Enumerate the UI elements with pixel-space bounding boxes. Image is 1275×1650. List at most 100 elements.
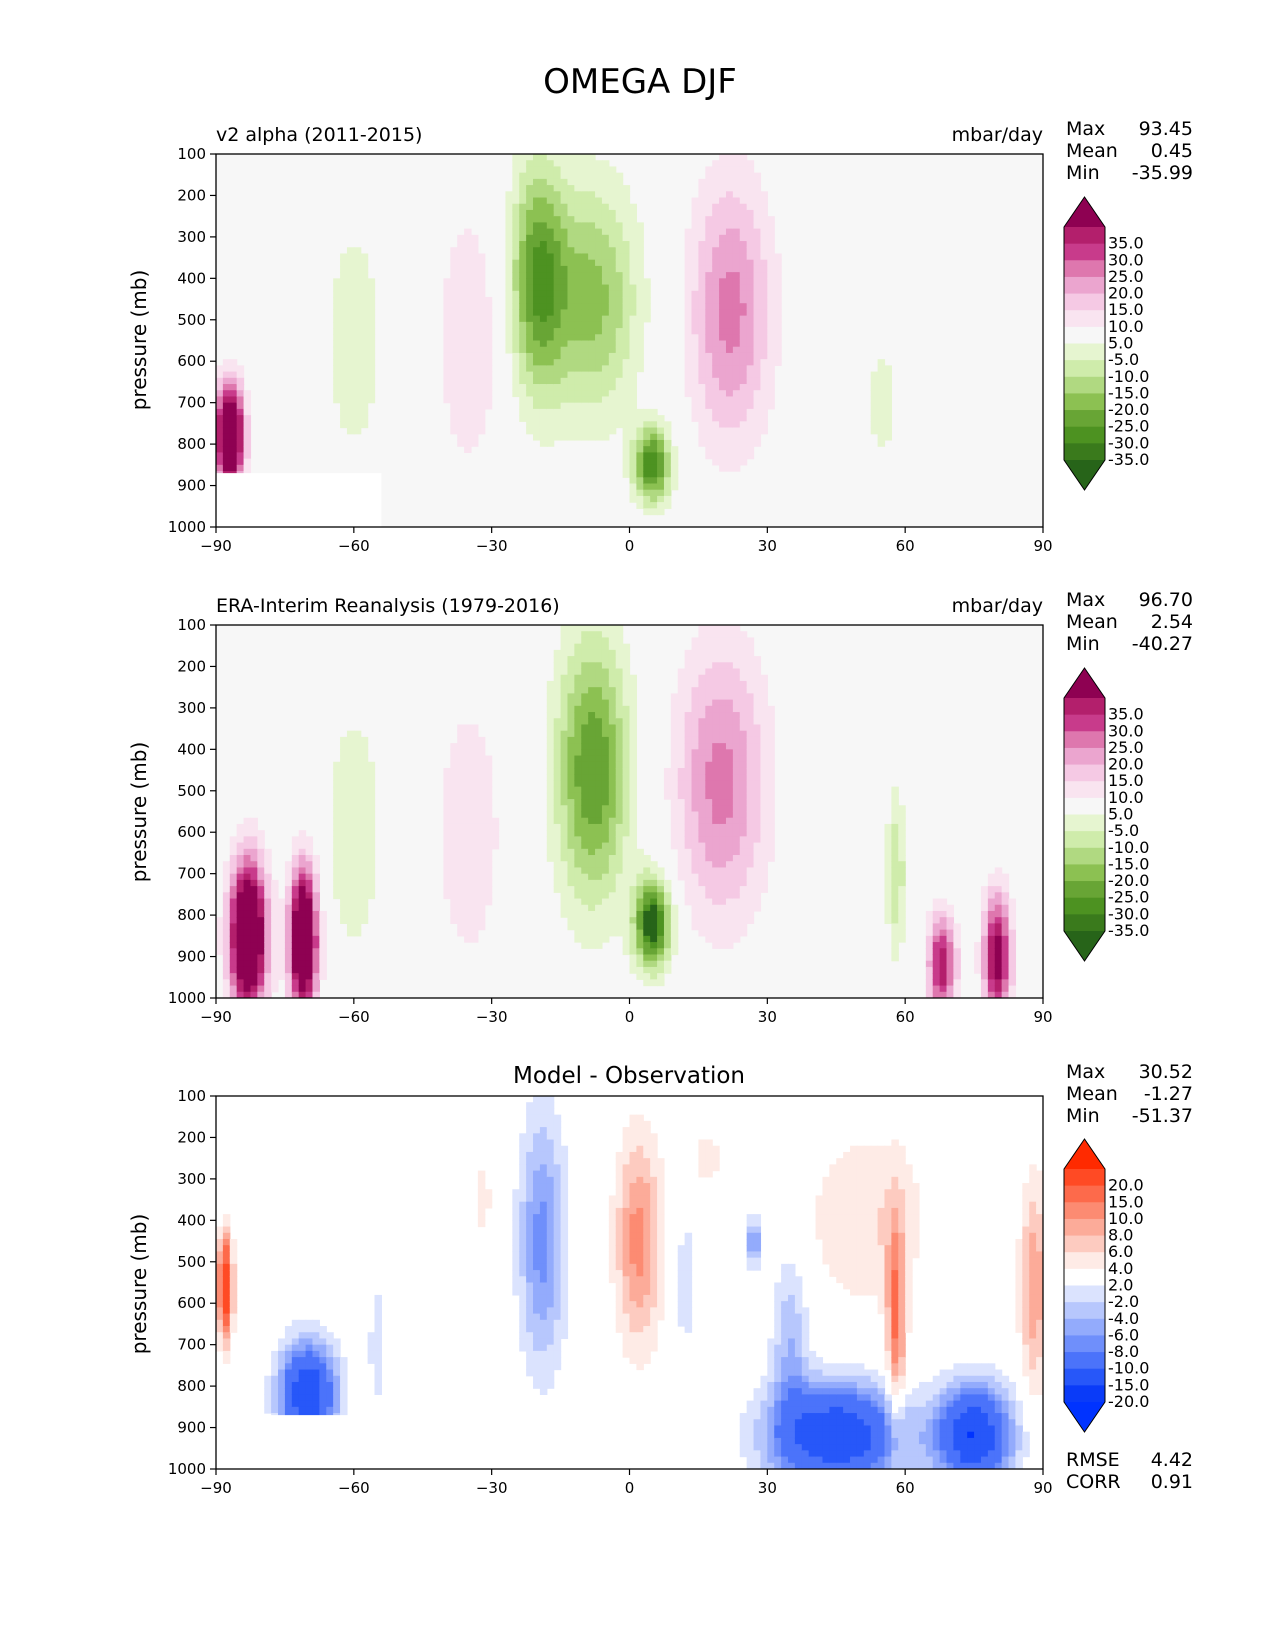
- field-cell: [464, 321, 472, 329]
- field-cell: [891, 805, 899, 813]
- field-cell: [891, 842, 899, 850]
- field-cell: [732, 259, 741, 267]
- field-cell: [739, 631, 748, 639]
- field-cell: [994, 923, 1003, 931]
- field-cell: [539, 371, 548, 379]
- field-cell: [608, 352, 617, 360]
- field-cell: [643, 495, 651, 503]
- field-cell: [588, 649, 596, 657]
- field-cell: [601, 309, 610, 317]
- field-cell: [622, 898, 631, 906]
- field-cell: [298, 904, 307, 912]
- field-cell: [670, 842, 679, 850]
- field-cell: [622, 415, 631, 422]
- field-cell: [512, 1288, 520, 1296]
- field-cell: [546, 805, 555, 813]
- field-cell: [257, 985, 265, 993]
- field-cell: [222, 452, 231, 460]
- field-cell: [526, 284, 534, 292]
- field-cell: [663, 774, 672, 782]
- field-cell: [567, 842, 575, 850]
- field-cell: [553, 786, 562, 794]
- field-cell: [505, 315, 513, 323]
- field-cell: [732, 836, 741, 844]
- field-cell: [691, 730, 700, 738]
- field-cell: [677, 861, 686, 869]
- field-cell: [588, 415, 596, 422]
- field-cell: [443, 805, 451, 813]
- field-cell: [622, 433, 631, 441]
- field-cell: [284, 1326, 293, 1333]
- field-cell: [470, 910, 479, 918]
- field-cell: [732, 823, 741, 831]
- field-cell: [367, 384, 376, 391]
- field-cell: [567, 408, 575, 416]
- field-cell: [560, 290, 569, 298]
- field-cell: [891, 898, 899, 906]
- field-cell: [450, 792, 458, 800]
- field-cell: [340, 1357, 348, 1364]
- field-cell: [229, 365, 238, 373]
- field-cell: [684, 365, 693, 373]
- field-cell: [608, 736, 617, 744]
- field-cell: [712, 904, 720, 912]
- field-cell: [560, 377, 569, 385]
- field-cell: [608, 234, 617, 242]
- field-cell: [250, 960, 258, 968]
- field-cell: [546, 792, 555, 800]
- field-cell: [574, 272, 582, 279]
- field-cell: [615, 749, 624, 757]
- field-cell: [312, 1394, 320, 1402]
- field-cell: [312, 991, 320, 998]
- field-cell: [725, 446, 734, 453]
- colorbar-tick-label: 30.0: [1108, 250, 1144, 269]
- field-cell: [574, 712, 582, 719]
- field-cell: [278, 960, 286, 968]
- field-cell: [636, 303, 644, 311]
- field-cell: [298, 855, 307, 862]
- field-cell: [546, 680, 555, 688]
- field-cell: [725, 359, 734, 366]
- field-cell: [443, 886, 451, 893]
- field-cell: [712, 662, 720, 670]
- field-cell: [622, 446, 631, 453]
- field-cell: [526, 1114, 534, 1122]
- field-cell: [284, 873, 293, 881]
- field-cell: [236, 452, 245, 460]
- field-cell: [464, 352, 472, 360]
- field-cell: [278, 1338, 286, 1346]
- field-cell: [712, 321, 720, 329]
- field-cell: [360, 861, 369, 869]
- field-cell: [271, 966, 279, 974]
- field-cell: [629, 923, 637, 931]
- field-cell: [760, 680, 768, 688]
- field-cell: [443, 811, 451, 819]
- field-cell: [657, 929, 665, 937]
- field-cell: [353, 408, 362, 416]
- field-cell: [746, 334, 755, 342]
- field-cell: [595, 786, 603, 794]
- field-cell: [526, 290, 534, 298]
- field-cell: [457, 272, 465, 279]
- field-cell: [588, 631, 596, 639]
- field-cell: [346, 384, 355, 391]
- field-cell: [739, 643, 748, 651]
- field-cell: [574, 253, 582, 261]
- field-cell: [340, 823, 348, 831]
- field-cell: [698, 178, 706, 186]
- field-cell: [677, 848, 686, 856]
- field-cell: [760, 780, 768, 788]
- field-cell: [712, 178, 720, 186]
- field-cell: [553, 178, 562, 186]
- field-cell: [739, 842, 748, 850]
- field-cell: [574, 284, 582, 292]
- field-cell: [705, 805, 713, 813]
- field-cell: [767, 309, 775, 317]
- field-cell: [588, 334, 596, 342]
- field-cell: [746, 842, 755, 850]
- field-cell: [505, 247, 513, 255]
- field-cell: [484, 1201, 493, 1209]
- field-cell: [595, 724, 603, 732]
- field-cell: [539, 427, 548, 435]
- field-cell: [670, 767, 679, 775]
